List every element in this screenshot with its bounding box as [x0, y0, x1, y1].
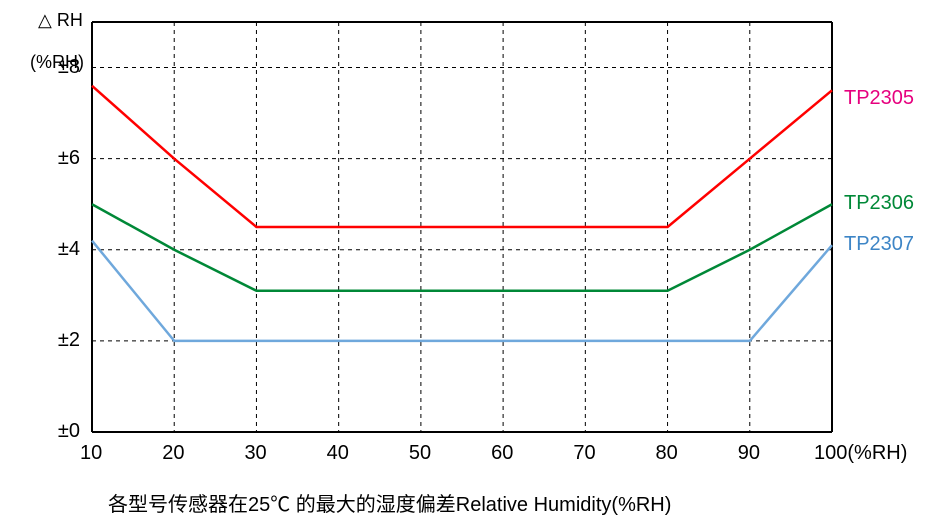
- x-tick-label: 10: [80, 442, 102, 465]
- y-tick-label: ±2: [58, 329, 80, 352]
- x-tick-label: 20: [162, 442, 184, 465]
- x-tick-label: 50: [409, 442, 431, 465]
- series-label-tp2307: TP2307: [844, 233, 914, 256]
- x-tick-label: 80: [656, 442, 678, 465]
- series-label-tp2306: TP2306: [844, 192, 914, 215]
- series-label-tp2305: TP2305: [844, 87, 914, 110]
- x-tick-label: 90: [738, 442, 760, 465]
- x-tick-label: 100(%RH): [814, 442, 907, 465]
- x-tick-label: 60: [491, 442, 513, 465]
- x-tick-label: 40: [327, 442, 349, 465]
- plot-area: [0, 0, 934, 528]
- humidity-accuracy-chart: △ RH (%RH) ±0±2±4±6±8 102030405060708090…: [0, 0, 934, 528]
- chart-caption: 各型号传感器在25℃ 的最大的湿度偏差Relative Humidity(%RH…: [108, 488, 671, 517]
- y-tick-label: ±4: [58, 238, 80, 261]
- y-tick-label: ±8: [58, 56, 80, 79]
- x-tick-label: 30: [244, 442, 266, 465]
- y-tick-label: ±6: [58, 147, 80, 170]
- x-tick-label: 70: [573, 442, 595, 465]
- y-tick-label: ±0: [58, 420, 80, 443]
